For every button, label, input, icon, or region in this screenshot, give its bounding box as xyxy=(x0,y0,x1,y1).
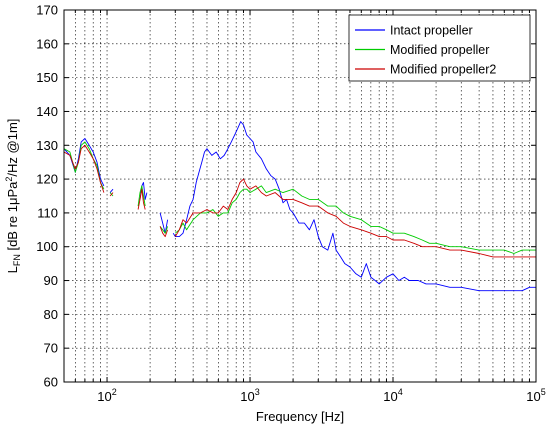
series-line xyxy=(109,188,114,193)
ticks xyxy=(64,9,536,383)
y-tick-label: 160 xyxy=(36,36,58,51)
y-tick-label: 130 xyxy=(36,138,58,153)
x-tick-label-exponent: 2 xyxy=(112,387,117,397)
x-tick-label-base: 10 xyxy=(97,389,111,404)
legend-label: Intact propeller xyxy=(390,24,473,38)
y-tick-label: 100 xyxy=(36,239,58,254)
y-label-superscript: 2 xyxy=(4,177,14,182)
x-tick-label-exponent: 3 xyxy=(255,387,260,397)
plot-border xyxy=(63,9,537,383)
series-line xyxy=(137,188,146,210)
y-tick-label: 140 xyxy=(36,104,58,119)
x-axis-label: Frequency [Hz] xyxy=(256,409,344,424)
y-label-mu: μ xyxy=(5,198,20,206)
y-label-part-c: /Hz @1m] xyxy=(5,119,20,177)
y-axis-label: LFN [dB re 1μPa2/Hz @1m] xyxy=(4,119,22,274)
y-tick-label: 150 xyxy=(36,70,58,85)
x-tick-label-base: 10 xyxy=(526,389,540,404)
x-tick-label: 105 xyxy=(526,387,545,404)
y-label-part-a: [dB re 1 xyxy=(5,205,20,254)
series-layer xyxy=(63,121,536,292)
y-tick-labels: 60 70 80 90 100 110 120 130 140 150 160 170 xyxy=(36,3,58,390)
x-tick-label-exponent: 4 xyxy=(398,387,403,397)
series-line xyxy=(109,192,114,197)
y-tick-label: 60 xyxy=(44,375,58,390)
series-line xyxy=(159,226,169,234)
y-label-part-b: Pa xyxy=(5,181,20,198)
y-label-main: L xyxy=(5,266,20,273)
y-tick-label: 70 xyxy=(44,341,58,356)
series-3 xyxy=(63,144,536,258)
y-tick-label: 80 xyxy=(44,307,58,322)
x-tick-label-exponent: 5 xyxy=(541,387,546,397)
legend: Intact propeller Modified propeller Modifi… xyxy=(348,14,531,82)
y-label-main-subscript: FN xyxy=(12,254,22,266)
x-tick-label: 104 xyxy=(383,387,402,404)
legend-label: Modified propeller2 xyxy=(390,63,496,77)
legend-box xyxy=(348,14,531,82)
x-tick-label: 103 xyxy=(240,387,259,404)
y-tick-label: 90 xyxy=(44,273,58,288)
x-tick-labels: 102 103 104 105 xyxy=(97,387,545,404)
y-tick-label: 120 xyxy=(36,172,58,187)
series-line xyxy=(63,144,105,193)
series-line xyxy=(175,185,536,254)
series-line xyxy=(159,212,169,234)
series-line xyxy=(172,121,536,292)
legend-label: Modified propeller xyxy=(390,43,489,57)
series-line xyxy=(137,185,146,207)
series-line xyxy=(174,178,536,258)
y-tick-label: 110 xyxy=(37,205,58,220)
x-tick-label-base: 10 xyxy=(383,389,397,404)
x-tick-label-base: 10 xyxy=(240,389,254,404)
series-line xyxy=(159,226,169,238)
x-tick-label: 102 xyxy=(97,387,116,404)
y-tick-label: 170 xyxy=(36,3,58,18)
